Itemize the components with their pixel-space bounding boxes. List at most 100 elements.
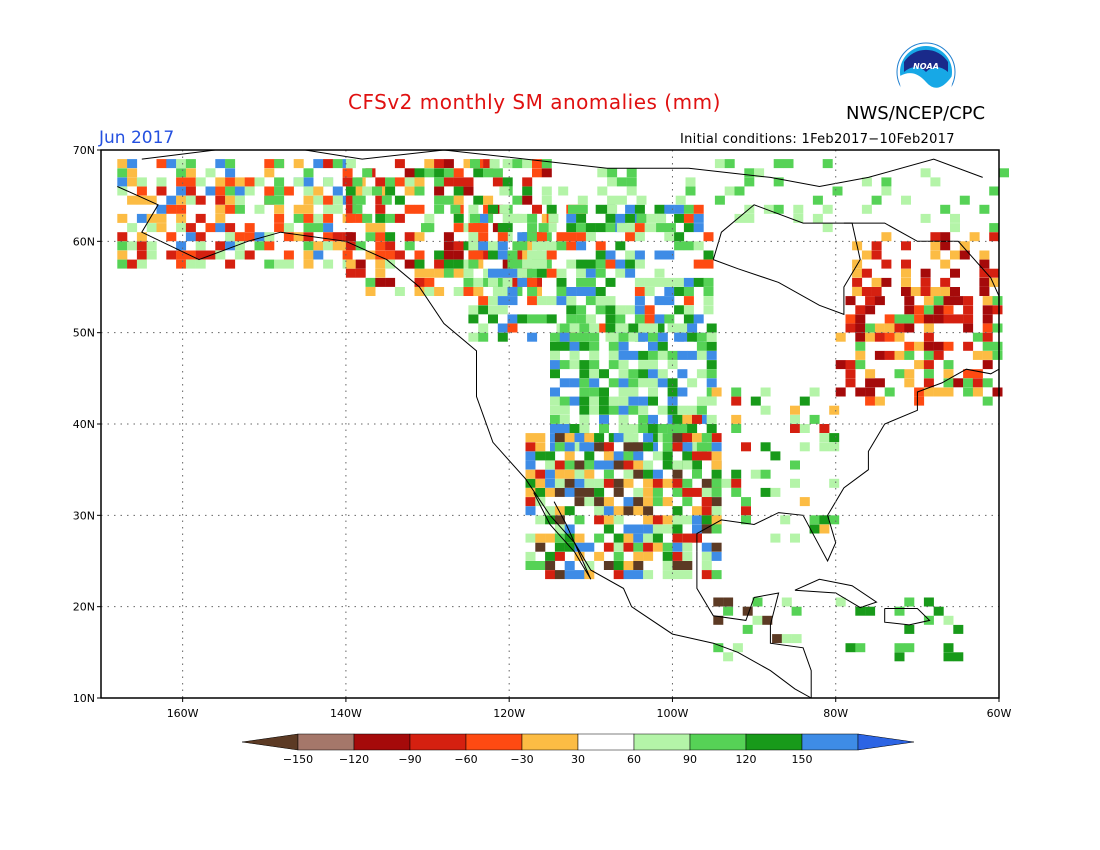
anomaly-cell — [146, 241, 157, 251]
anomaly-cell — [342, 232, 353, 242]
anomaly-cell — [692, 533, 702, 543]
anomaly-cell — [303, 213, 314, 223]
anomaly-cell — [950, 287, 960, 296]
anomaly-cell — [205, 168, 216, 178]
anomaly-cell — [559, 414, 570, 424]
anomaly-cell — [478, 296, 489, 306]
anomaly-cell — [394, 195, 405, 205]
anomaly-cell — [615, 241, 626, 251]
anomaly-cell — [577, 195, 588, 205]
anomaly-cell — [682, 433, 693, 443]
anomaly-cell — [845, 643, 856, 653]
anomaly-cell — [920, 168, 931, 178]
anomaly-cell — [711, 524, 722, 534]
anomaly-cell — [283, 223, 294, 233]
anomaly-cell — [638, 323, 649, 333]
anomaly-cell — [613, 451, 624, 461]
anomaly-cell — [682, 533, 693, 543]
anomaly-cell — [483, 268, 494, 278]
anomaly-cell — [117, 213, 128, 223]
anomaly-cell — [982, 378, 993, 388]
anomaly-cell — [576, 223, 587, 233]
anomaly-cell — [594, 433, 605, 443]
anomaly-cell — [904, 350, 915, 360]
anomaly-cell — [623, 433, 634, 443]
anomaly-cell — [607, 204, 618, 214]
anomaly-cell — [589, 341, 600, 351]
anomaly-cell — [608, 360, 619, 370]
anomaly-cell — [483, 250, 494, 260]
anomaly-cell — [166, 195, 177, 205]
anomaly-cell — [443, 268, 454, 278]
anomaly-cell — [654, 277, 665, 287]
anomaly-cell — [701, 570, 712, 580]
anomaly-cell — [687, 405, 698, 415]
anomaly-cell — [963, 314, 974, 324]
anomaly-cell — [674, 213, 685, 223]
anomaly-cell — [404, 168, 415, 178]
anomaly-cell — [463, 287, 474, 296]
anomaly-cell — [293, 177, 304, 187]
anomaly-cell — [355, 195, 366, 205]
anomaly-cell — [576, 277, 587, 287]
anomaly-cell — [414, 232, 425, 242]
anomaly-cell — [874, 323, 885, 333]
anomaly-cell — [453, 259, 464, 269]
anomaly-cell — [502, 186, 513, 196]
anomaly-cell — [424, 159, 435, 169]
anomaly-cell — [146, 195, 157, 205]
anomaly-cell — [781, 634, 792, 644]
anomaly-cell — [434, 177, 445, 187]
anomaly-cell — [972, 350, 983, 360]
anomaly-cell — [901, 277, 911, 287]
anomaly-cell — [675, 195, 686, 205]
anomaly-cell — [643, 524, 654, 534]
anomaly-cell — [914, 314, 925, 324]
anomaly-cell — [615, 268, 626, 278]
anomaly-cell — [930, 287, 941, 296]
anomaly-cell — [703, 296, 714, 306]
anomaly-cell — [701, 451, 712, 461]
anomaly-cell — [443, 195, 454, 205]
anomaly-cell — [852, 277, 863, 287]
anomaly-cell — [638, 360, 649, 370]
anomaly-cell — [225, 223, 236, 233]
anomaly-cell — [672, 487, 683, 497]
anomaly-cell — [559, 424, 570, 433]
anomaly-cell — [584, 442, 595, 452]
anomaly-cell — [884, 332, 895, 342]
anomaly-cell — [136, 186, 147, 196]
anomaly-cell — [345, 195, 356, 205]
anomaly-cell — [545, 551, 556, 561]
anomaly-cell — [195, 213, 206, 223]
anomaly-cell — [979, 259, 990, 269]
anomaly-cell — [914, 341, 925, 351]
anomaly-cell — [554, 487, 565, 497]
anomaly-cell — [963, 341, 974, 351]
anomaly-cell — [546, 223, 557, 233]
anomaly-cell — [692, 515, 702, 525]
anomaly-cell — [625, 250, 636, 260]
anomaly-cell — [711, 551, 722, 561]
anomaly-cell — [607, 195, 618, 205]
anomaly-cell — [545, 561, 556, 570]
anomaly-cell — [923, 597, 934, 607]
anomaly-cell — [478, 323, 489, 333]
anomaly-cell — [874, 332, 885, 342]
anomaly-cell — [662, 542, 673, 552]
anomaly-cell — [662, 442, 673, 452]
anomaly-cell — [845, 323, 856, 333]
anomaly-cell — [636, 213, 647, 223]
initial-conditions-label: Initial conditions: 1Feb2017−10Feb2017 — [680, 132, 955, 147]
anomaly-cell — [603, 460, 614, 470]
anomaly-cell — [532, 232, 542, 242]
anomaly-cell — [706, 323, 717, 333]
anomaly-cell — [613, 478, 624, 488]
anomaly-cell — [599, 424, 609, 433]
anomaly-cell — [434, 168, 445, 178]
anomaly-cell — [633, 487, 644, 497]
anomaly-cell — [576, 241, 587, 251]
anomaly-cell — [468, 314, 479, 324]
anomaly-cell — [559, 323, 570, 333]
anomaly-cell — [809, 414, 820, 424]
